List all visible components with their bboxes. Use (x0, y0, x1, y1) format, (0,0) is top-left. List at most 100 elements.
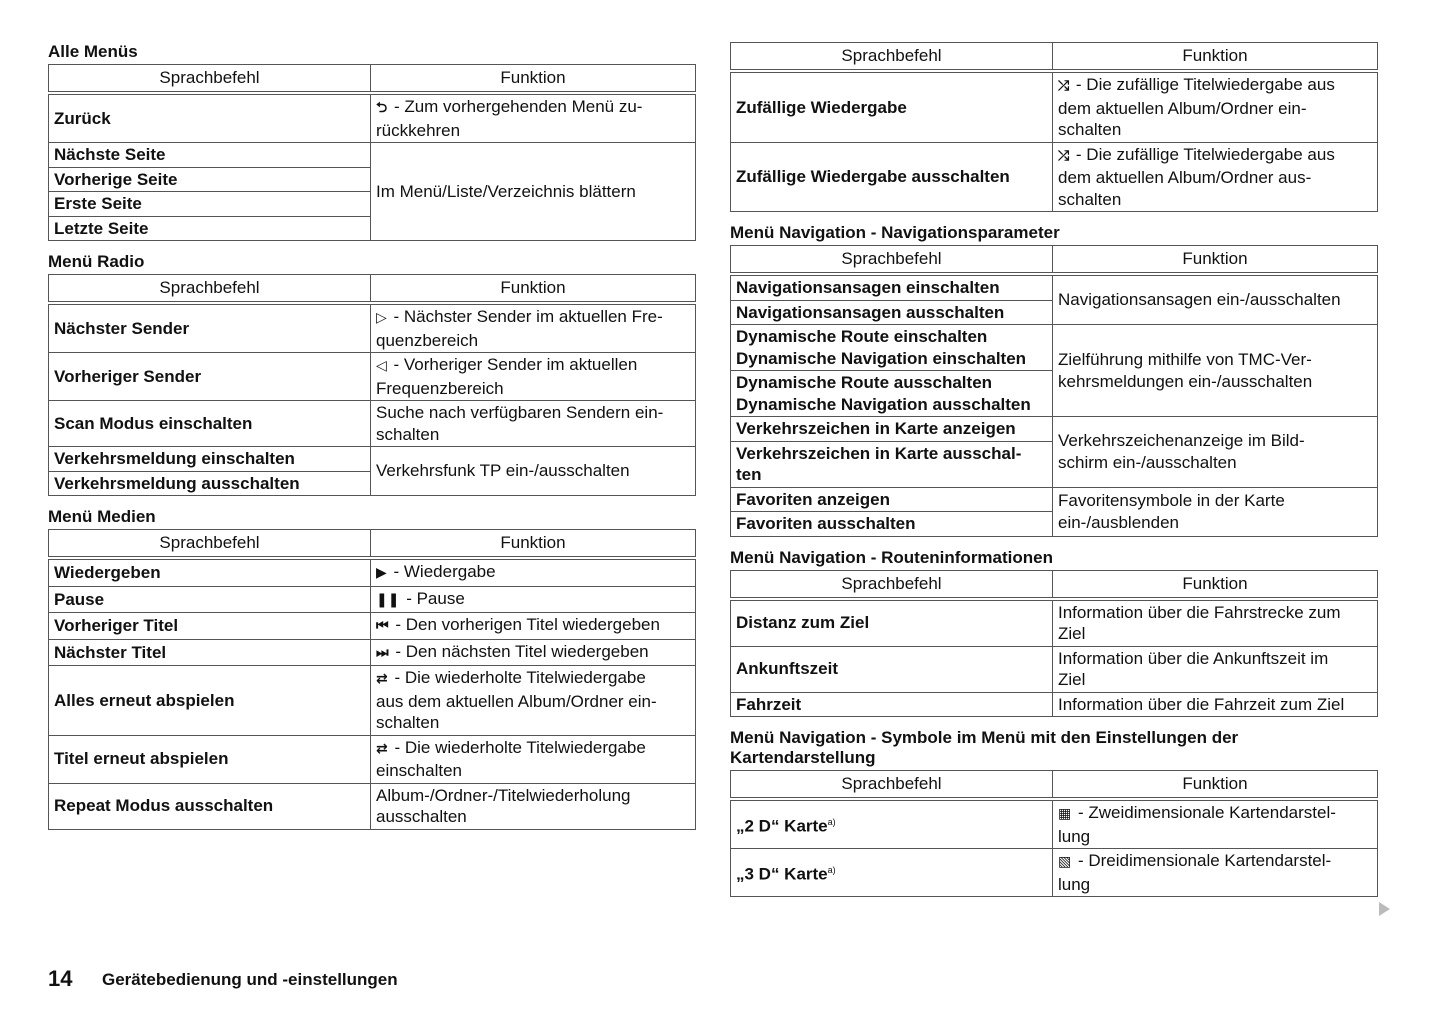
voice-command-text: Vorheriger Sender (54, 366, 202, 386)
function-description: ⮌ - Zum vorhergehenden Menü zu- rückkehr… (370, 92, 696, 143)
voice-command: „3 D“ Kartea) (730, 848, 1053, 897)
voice-command-text: Titel erneut abspielen (54, 749, 229, 769)
voice-command-text: „3 D“ Karte (736, 864, 828, 884)
header-funktion: Funktion (1052, 42, 1378, 73)
voice-command: Vorherige Seite (48, 166, 371, 192)
header-sprachbefehl: Sprachbefehl (730, 245, 1053, 276)
section-title: Alle Menüs (48, 42, 138, 61)
table-row: Titel erneut abspielen ⇄ - Die wiederholt… (48, 734, 696, 784)
function-description: Im Menü/Liste/Verzeichnis blättern (370, 142, 696, 241)
table-row: Zurück ⮌ - Zum vorhergehenden Menü zu- rü… (48, 92, 696, 143)
voice-command-text: Zufällige Wiedergabe (736, 97, 907, 117)
section-title: Menü Radio (48, 252, 145, 271)
table-row: Scan Modus einschalten Suche nach verfügb… (48, 400, 696, 447)
table-row: Navigationsansagen einschalten Navigation… (730, 273, 1378, 325)
function-description: ▶ - Wiedergabe (370, 557, 696, 587)
function-symbol-icon: ▷ (376, 310, 387, 326)
voice-command: Dynamische Route ausschalten Dynamische … (730, 370, 1053, 417)
voice-command-text: Navigationsansagen ausschalten (736, 302, 1005, 322)
function-text: Information über die Ankunftszeit im Zie… (1058, 648, 1329, 690)
function-text: - Den nächsten Titel wiedergeben (390, 641, 649, 661)
table-header-row: Sprachbefehl Funktion (730, 770, 1378, 801)
voice-command: Navigationsansagen einschalten (730, 273, 1053, 301)
function-text: - Die zufällige Titelwiedergabe aus dem … (1058, 75, 1335, 139)
voice-command-text: „2 D“ Karte (736, 816, 828, 836)
voice-command: Erste Seite (48, 191, 371, 217)
table-row: Repeat Modus ausschalten Album-/Ordner-/T… (48, 782, 696, 830)
function-text: - Den vorherigen Titel wiedergeben (390, 615, 660, 634)
voice-command-text: Zufällige Wiedergabe ausschalten (736, 167, 1010, 186)
function-symbol-icon: ▦ (1058, 806, 1072, 822)
table-row: Dynamische Route einschalten Dynamische … (730, 324, 1378, 417)
table-header-row: Sprachbefehl Funktion (48, 64, 696, 95)
voice-command-text: Vorheriger Titel (54, 616, 179, 635)
voice-command-text: Favoriten anzeigen (736, 489, 890, 509)
table-row: Verkehrszeichen in Karte ausschal- ten (730, 440, 1378, 488)
section-title: Menü Navigation - Navigationsparameter (730, 223, 1060, 242)
voice-command-text: Verkehrsmeldung ausschalten (54, 473, 300, 493)
table-row: Letzte Seite (48, 215, 696, 241)
voice-command: Pause (48, 585, 371, 613)
function-symbol-icon: ▶ (376, 565, 387, 581)
table-row: Vorheriger Sender ◁ - Vorheriger Sender i… (48, 352, 696, 401)
section-menu-medien: Menü Medien Sprachbefehl Funktion Wiedergeb… (48, 507, 696, 830)
header-funktion: Funktion (1052, 770, 1378, 801)
table-header-row: Sprachbefehl Funktion (730, 245, 1378, 276)
table-row: Favoriten ausschalten (730, 511, 1378, 537)
voice-command-text: Zurück (54, 108, 111, 128)
function-symbol-icon: ▧ (1058, 854, 1072, 870)
voice-command: Vorheriger Sender (48, 352, 371, 401)
function-text: Im Menü/Liste/Verzeichnis blättern (376, 181, 636, 201)
function-text: Verkehrszeichenanzeige im Bild- schirm e… (1058, 431, 1305, 472)
function-symbol-icon: ⇄ (376, 671, 388, 687)
section-medien-continued: Sprachbefehl Funktion Zufällige Wiedergabe… (730, 42, 1378, 212)
command-table: Sprachbefehl Funktion Wiedergeben ▶ - Wiede… (48, 529, 696, 830)
voice-command: Nächster Sender (48, 302, 371, 353)
table-row: Verkehrszeichen in Karte anzeigen Verkehr… (730, 416, 1378, 488)
voice-command: Zurück (48, 92, 371, 143)
function-text: Information über die Fahrstrecke zum Zie… (1058, 602, 1341, 644)
function-text: Information über die Fahrzeit zum Ziel (1058, 694, 1345, 714)
voice-command-text: Alles erneut abspielen (54, 690, 235, 710)
table-row: Zufällige Wiedergabe ⤮ - Die zufällige Ti… (730, 70, 1378, 143)
table-row: Ankunftszeit Information über die Ankunft… (730, 645, 1378, 693)
table-row: Nächster Sender ▷ - Nächster Sender im ak… (48, 302, 696, 353)
function-symbol-icon: ⏮ (376, 618, 389, 634)
footnote-marker: a) (827, 864, 836, 875)
voice-command: Navigationsansagen ausschalten (730, 299, 1053, 325)
voice-command: Favoriten anzeigen (730, 486, 1053, 512)
voice-command-text: Repeat Modus ausschalten (54, 796, 274, 816)
function-text: Favoritensymbole in der Karte ein-/ausbl… (1058, 491, 1285, 532)
function-description: Favoritensymbole in der Karte ein-/ausbl… (1052, 486, 1378, 537)
command-table: Sprachbefehl Funktion Nächster Sender ▷ - N… (48, 274, 696, 496)
function-text: - Nächster Sender im aktuellen Fre- quen… (376, 307, 663, 350)
command-table: Sprachbefehl Funktion Zurück ⮌ - Zum vorher… (48, 64, 696, 241)
voice-command: Ankunftszeit (730, 645, 1053, 693)
section-title: Menü Medien (48, 507, 156, 526)
table-row: Zufällige Wiedergabe ausschalten ⤮ - Die … (730, 141, 1378, 212)
voice-command-text: Verkehrszeichen in Karte ausschal- ten (736, 443, 1022, 485)
function-description: ⇄ - Die wiederholte Titelwiedergabe eins… (370, 734, 696, 784)
header-funktion: Funktion (1052, 569, 1378, 601)
table-row: Vorherige Seite (48, 166, 696, 192)
function-symbol-icon: ⤮ (1058, 78, 1070, 94)
table-row: Navigationsansagen ausschalten (730, 299, 1378, 325)
function-text: - Dreidimensionale Kartendarstel- lung (1058, 851, 1332, 894)
voice-command: Dynamische Route einschalten Dynamische … (730, 324, 1053, 371)
function-text: - Zweidimensionale Kartendarstel- lung (1058, 803, 1336, 846)
table-row: Alles erneut abspielen ⇄ - Die wiederholt… (48, 665, 696, 736)
next-page-arrow-icon (1379, 902, 1390, 916)
voice-command-text: Fahrzeit (736, 694, 802, 714)
function-description: Information über die Fahrzeit zum Ziel (1052, 691, 1378, 717)
command-table: Sprachbefehl Funktion Zufällige Wiedergabe… (730, 42, 1378, 212)
voice-command-text: Nächster Sender (54, 318, 190, 338)
function-symbol-icon: ⮌ (376, 100, 388, 116)
voice-command: Repeat Modus ausschalten (48, 782, 371, 830)
function-text: Verkehrsfunk TP ein-/ausschalten (376, 461, 630, 481)
function-description: Album-/Ordner-/Titelwiederholung ausscha… (370, 782, 696, 830)
voice-command-text: Erste Seite (54, 194, 142, 213)
function-description: ⏮ - Den vorherigen Titel wiedergeben (370, 612, 696, 640)
function-description: ◁ - Vorheriger Sender im aktuellen Frequ… (370, 352, 696, 401)
table-header-row: Sprachbefehl Funktion (48, 529, 696, 560)
table-row: Nächster Titel ⏭ - Den nächsten Titel wie… (48, 638, 696, 666)
